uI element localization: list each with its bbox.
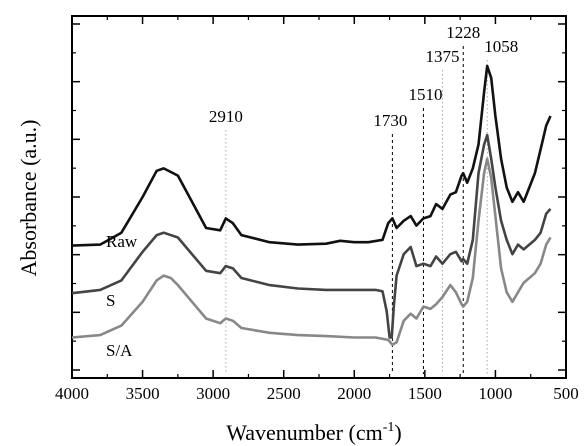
x-axis-title: Wavenumber (cm-1) <box>226 420 401 445</box>
peak-marker-lines <box>225 46 488 374</box>
series-line-s-a <box>71 157 552 346</box>
x-tick-labels: 4000 3500 3000 2500 2000 1500 1000 500 <box>55 384 579 403</box>
plot-border <box>71 15 567 379</box>
peak-label-1730: 1730 <box>373 111 407 130</box>
x-tick-label: 1000 <box>478 384 512 403</box>
peak-label-1375: 1375 <box>426 47 460 66</box>
x-tick-label: 3500 <box>126 384 160 403</box>
x-tick-label: 2000 <box>337 384 371 403</box>
peak-label-2910: 2910 <box>209 107 243 126</box>
peak-label-1510: 1510 <box>408 85 442 104</box>
series-label-raw: Raw <box>106 232 138 251</box>
x-tick-label: 3000 <box>196 384 230 403</box>
peak-label-1058: 1058 <box>484 37 518 56</box>
x-axis-title-superscript: -1 <box>383 420 395 435</box>
series-label-s: S <box>106 291 115 310</box>
peak-label-1228: 1228 <box>446 23 480 42</box>
series-line-s <box>71 133 552 339</box>
plot-frame <box>71 15 567 379</box>
y-axis-title: Absorbance (a.u.) <box>16 120 41 277</box>
x-tick-label: 4000 <box>55 384 89 403</box>
series-lines <box>71 64 552 346</box>
series-labels: Raw S S/A <box>106 232 138 360</box>
x-axis-title-close: ) <box>394 420 401 445</box>
x-tick-label: 2500 <box>267 384 301 403</box>
series-label-s-a: S/A <box>106 341 133 360</box>
x-axis-title-main: Wavenumber (cm <box>226 420 382 445</box>
axis-ticks <box>71 16 567 378</box>
x-tick-label: 1500 <box>408 384 442 403</box>
series-line-raw <box>71 64 552 247</box>
x-tick-label: 500 <box>553 384 579 403</box>
